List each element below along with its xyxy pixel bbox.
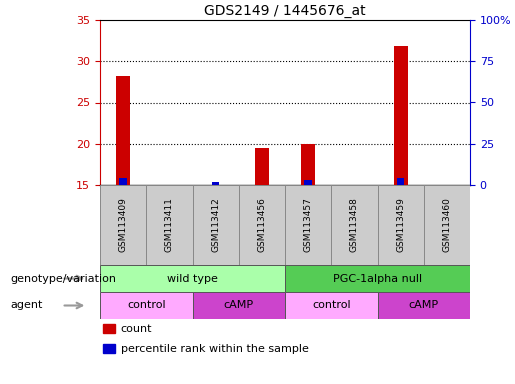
Bar xyxy=(119,179,127,185)
Bar xyxy=(301,144,315,185)
FancyBboxPatch shape xyxy=(285,265,470,292)
Bar xyxy=(212,182,219,185)
FancyBboxPatch shape xyxy=(331,185,377,265)
Bar xyxy=(255,148,269,185)
Bar xyxy=(116,76,130,185)
Text: genotype/variation: genotype/variation xyxy=(10,273,116,283)
Text: GSM113409: GSM113409 xyxy=(118,197,128,252)
Text: GSM113460: GSM113460 xyxy=(442,197,451,252)
FancyBboxPatch shape xyxy=(285,185,331,265)
FancyBboxPatch shape xyxy=(100,292,193,319)
Bar xyxy=(304,180,312,185)
FancyBboxPatch shape xyxy=(100,185,146,265)
Text: GSM113411: GSM113411 xyxy=(165,197,174,252)
FancyBboxPatch shape xyxy=(193,185,239,265)
Text: cAMP: cAMP xyxy=(224,301,254,311)
FancyBboxPatch shape xyxy=(377,292,470,319)
FancyBboxPatch shape xyxy=(100,265,285,292)
Text: GSM113456: GSM113456 xyxy=(258,197,266,252)
Title: GDS2149 / 1445676_at: GDS2149 / 1445676_at xyxy=(204,3,366,18)
Text: count: count xyxy=(121,324,152,334)
Bar xyxy=(103,344,115,353)
Text: GSM113412: GSM113412 xyxy=(211,198,220,252)
FancyBboxPatch shape xyxy=(146,185,193,265)
FancyBboxPatch shape xyxy=(193,292,285,319)
Text: agent: agent xyxy=(10,301,43,311)
FancyBboxPatch shape xyxy=(424,185,470,265)
Bar xyxy=(393,46,407,185)
Text: wild type: wild type xyxy=(167,273,218,283)
Text: control: control xyxy=(127,301,165,311)
Text: GSM113458: GSM113458 xyxy=(350,197,359,252)
Text: percentile rank within the sample: percentile rank within the sample xyxy=(121,344,308,354)
FancyBboxPatch shape xyxy=(239,185,285,265)
Text: PGC-1alpha null: PGC-1alpha null xyxy=(333,273,422,283)
Text: GSM113459: GSM113459 xyxy=(396,197,405,252)
FancyBboxPatch shape xyxy=(285,292,377,319)
Text: cAMP: cAMP xyxy=(409,301,439,311)
Text: GSM113457: GSM113457 xyxy=(304,197,313,252)
Bar xyxy=(397,179,404,185)
FancyBboxPatch shape xyxy=(377,185,424,265)
Bar xyxy=(103,324,115,333)
Text: control: control xyxy=(312,301,351,311)
